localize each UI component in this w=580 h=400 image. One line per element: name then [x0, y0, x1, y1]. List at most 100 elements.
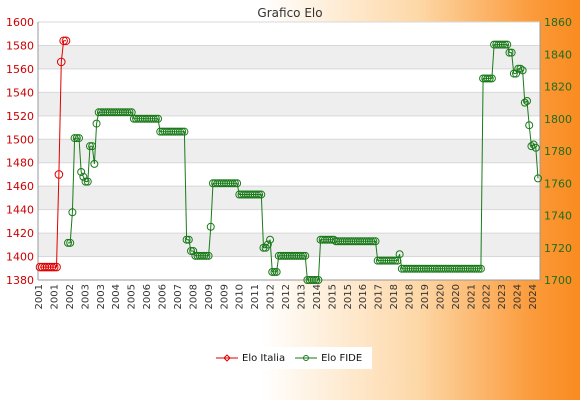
data-point [525, 121, 534, 130]
right-tick-label: 1800 [544, 113, 572, 126]
data-point [296, 251, 305, 260]
data-point [149, 114, 158, 123]
grid-bands [38, 45, 540, 257]
grid-band [38, 139, 540, 163]
x-tick-label: 2003 [80, 284, 91, 309]
data-point [66, 238, 75, 247]
x-tick-label: 2005 [127, 284, 138, 309]
x-tick-label: 2010 [235, 284, 246, 309]
data-point [123, 108, 132, 117]
data-point [498, 40, 507, 49]
x-tick-label: 2014 [312, 284, 323, 309]
data-point [40, 262, 50, 272]
x-tick-label: 2020 [435, 284, 446, 309]
data-point [61, 36, 71, 46]
legend-item-elo-italia: Elo Italia [216, 353, 285, 364]
data-point [200, 251, 209, 260]
data-point [52, 262, 61, 272]
data-point [42, 262, 52, 272]
data-point [228, 179, 237, 188]
data-point [257, 190, 266, 199]
data-point [35, 262, 45, 272]
legend-swatch-elo-italia [216, 354, 238, 362]
data-point [512, 69, 521, 78]
data-point [74, 134, 83, 143]
data-point [180, 127, 189, 136]
data-point [487, 74, 496, 83]
data-point [47, 262, 57, 272]
right-tick-label: 1720 [544, 242, 572, 255]
data-point [389, 256, 398, 265]
data-point [204, 251, 213, 260]
data-point [85, 142, 94, 151]
data-point [45, 262, 54, 272]
data-point [314, 276, 323, 284]
x-tick-label: 2015 [327, 284, 338, 309]
legend: Elo Italia Elo FIDE [212, 347, 372, 369]
right-axis-ticks: 1700 1720 1740 1760 1780 1800 1820 1840 1860 [544, 16, 572, 287]
legend-swatch-elo-fide [295, 355, 318, 361]
x-tick-label: 2018 [389, 284, 400, 309]
x-tick-label: 2003 [96, 284, 107, 309]
data-point [206, 222, 215, 231]
legend-item-elo-fide: Elo FIDE [295, 353, 362, 364]
x-axis-ticks: 2001 2001 2002 2003 2003 2004 2005 2006 2006 2007… [34, 284, 539, 309]
grid-band [38, 45, 540, 69]
data-point [83, 177, 92, 186]
x-tick-label: 2022 [482, 284, 493, 309]
x-tick-label: 2001 [49, 284, 60, 309]
data-point [90, 159, 99, 168]
x-tick-label: 2001 [34, 284, 45, 309]
data-point [272, 267, 281, 276]
data-point [176, 127, 185, 136]
data-point [509, 69, 518, 78]
data-point [77, 167, 86, 176]
data-point [391, 256, 400, 265]
x-tick-label: 2009 [204, 284, 215, 309]
right-tick-label: 1780 [544, 145, 572, 158]
x-tick-label: 2004 [111, 284, 122, 309]
right-tick-label: 1860 [544, 16, 572, 29]
data-point [514, 64, 523, 73]
data-point [178, 127, 187, 136]
x-tick-label: 2019 [420, 284, 431, 309]
data-point [92, 119, 101, 128]
data-point [301, 251, 310, 260]
data-point [202, 251, 211, 260]
data-point [312, 276, 321, 284]
left-tick-label: 1500 [6, 133, 34, 146]
data-point [520, 98, 529, 107]
data-point [88, 142, 97, 151]
left-tick-label: 1520 [6, 110, 34, 123]
data-point [252, 190, 261, 199]
data-point [485, 74, 494, 83]
right-tick-label: 1840 [544, 48, 572, 61]
data-point [523, 97, 532, 106]
x-tick-label: 2021 [466, 284, 477, 309]
left-tick-label: 1580 [6, 39, 34, 52]
x-tick-label: 2002 [65, 284, 76, 309]
data-point [151, 114, 160, 123]
data-point [255, 190, 264, 199]
data-point [54, 170, 64, 179]
left-tick-label: 1380 [6, 274, 34, 287]
data-point [72, 134, 81, 143]
data-point [503, 40, 512, 49]
left-tick-label: 1440 [6, 204, 34, 217]
left-tick-label: 1560 [6, 63, 34, 76]
data-point [263, 240, 272, 249]
x-tick-label: 2009 [219, 284, 230, 309]
data-point [189, 246, 198, 255]
left-axis-ticks: 1380 1400 1420 1440 1460 1480 1500 1520 1540 1560… [6, 16, 34, 287]
data-point [59, 36, 68, 46]
x-tick-label: 2020 [451, 284, 462, 309]
x-tick-label: 2012 [281, 284, 292, 309]
data-point [507, 48, 516, 57]
right-tick-label: 1820 [544, 81, 572, 94]
data-point [518, 66, 527, 75]
x-tick-label: 2016 [358, 284, 369, 309]
left-tick-label: 1480 [6, 157, 34, 170]
data-point [38, 262, 47, 272]
series-elo-fide [64, 40, 542, 284]
chart-title: Grafico Elo [257, 6, 322, 20]
